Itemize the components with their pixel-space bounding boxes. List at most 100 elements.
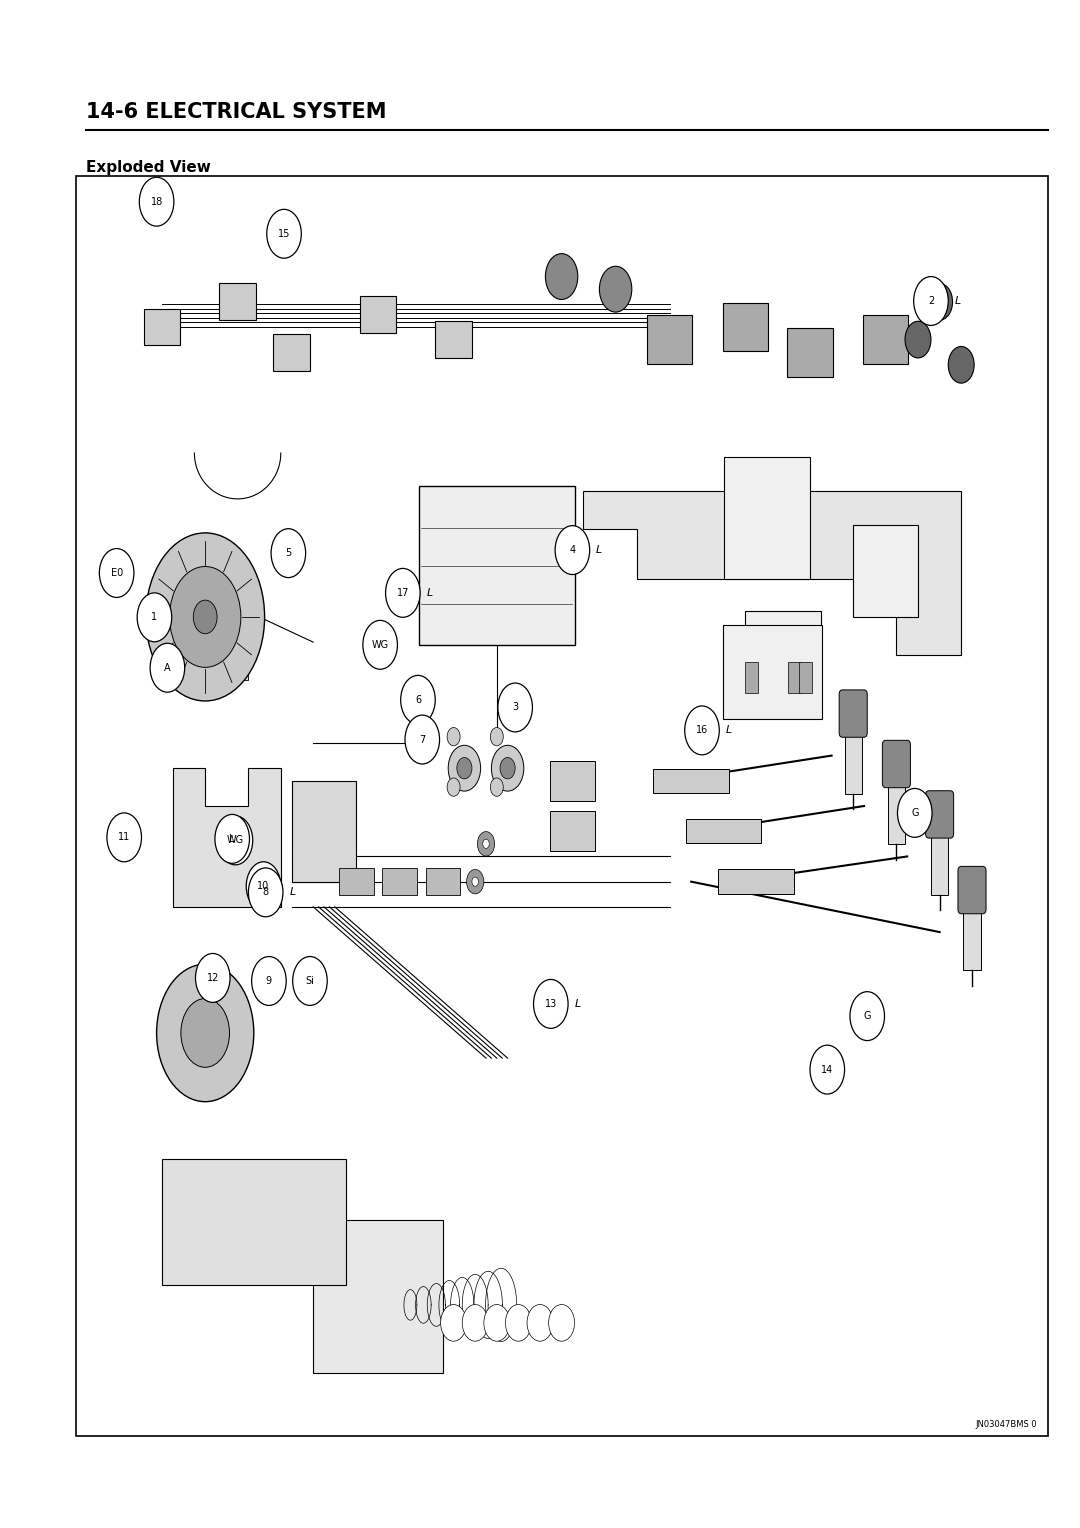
Circle shape — [472, 877, 478, 886]
Circle shape — [447, 727, 460, 746]
Circle shape — [477, 831, 495, 856]
Circle shape — [500, 758, 515, 779]
Circle shape — [150, 643, 185, 692]
FancyBboxPatch shape — [799, 662, 812, 692]
Circle shape — [293, 957, 327, 1005]
FancyBboxPatch shape — [723, 625, 822, 720]
Circle shape — [534, 979, 568, 1028]
FancyBboxPatch shape — [144, 309, 180, 345]
FancyBboxPatch shape — [723, 303, 768, 351]
FancyBboxPatch shape — [745, 611, 821, 718]
FancyBboxPatch shape — [219, 284, 256, 321]
Text: WG: WG — [227, 836, 244, 845]
FancyBboxPatch shape — [201, 604, 210, 680]
FancyBboxPatch shape — [382, 868, 417, 895]
Text: JN03047BMS 0: JN03047BMS 0 — [975, 1420, 1037, 1429]
Circle shape — [139, 177, 174, 226]
Circle shape — [467, 869, 484, 894]
Circle shape — [252, 957, 286, 1005]
Circle shape — [850, 992, 885, 1041]
FancyBboxPatch shape — [931, 834, 948, 895]
Text: 1: 1 — [151, 613, 158, 622]
Circle shape — [218, 816, 253, 865]
Text: WG: WG — [372, 640, 389, 649]
FancyBboxPatch shape — [162, 604, 171, 680]
FancyBboxPatch shape — [724, 457, 810, 579]
Text: G: G — [864, 1012, 870, 1021]
Circle shape — [170, 567, 241, 668]
FancyBboxPatch shape — [426, 868, 460, 895]
Polygon shape — [583, 490, 961, 656]
Circle shape — [685, 706, 719, 755]
Text: Exploded View: Exploded View — [86, 160, 212, 176]
Circle shape — [490, 778, 503, 796]
FancyBboxPatch shape — [653, 769, 729, 793]
Text: L: L — [596, 545, 603, 555]
Circle shape — [180, 999, 229, 1067]
FancyBboxPatch shape — [76, 176, 1048, 1436]
Polygon shape — [173, 769, 281, 908]
Text: L: L — [229, 834, 235, 843]
Circle shape — [195, 953, 230, 1002]
Text: 17: 17 — [396, 588, 409, 597]
FancyBboxPatch shape — [958, 866, 986, 914]
Circle shape — [386, 568, 420, 617]
Circle shape — [905, 321, 931, 358]
Text: 18: 18 — [150, 197, 163, 206]
FancyBboxPatch shape — [273, 335, 310, 371]
FancyBboxPatch shape — [745, 662, 758, 692]
Circle shape — [447, 778, 460, 796]
Text: 14: 14 — [821, 1065, 834, 1074]
Polygon shape — [162, 1160, 346, 1285]
Circle shape — [405, 715, 440, 764]
Circle shape — [401, 675, 435, 724]
FancyBboxPatch shape — [360, 296, 396, 333]
FancyBboxPatch shape — [888, 784, 905, 843]
Text: 14-6 ELECTRICAL SYSTEM: 14-6 ELECTRICAL SYSTEM — [86, 102, 387, 122]
Text: E0: E0 — [110, 568, 123, 578]
FancyBboxPatch shape — [853, 526, 918, 617]
Circle shape — [897, 788, 932, 837]
FancyBboxPatch shape — [240, 604, 248, 680]
Circle shape — [441, 1305, 467, 1342]
Text: 7: 7 — [419, 735, 426, 744]
Text: 13: 13 — [544, 999, 557, 1008]
Text: Si: Si — [306, 976, 314, 986]
Text: L: L — [289, 888, 296, 897]
Circle shape — [555, 526, 590, 575]
Circle shape — [267, 209, 301, 258]
Text: 2: 2 — [928, 296, 934, 306]
Circle shape — [448, 746, 481, 792]
Text: 4: 4 — [569, 545, 576, 555]
FancyBboxPatch shape — [845, 733, 862, 795]
Circle shape — [99, 549, 134, 597]
Circle shape — [146, 533, 265, 701]
Circle shape — [491, 746, 524, 792]
Circle shape — [914, 277, 948, 325]
Polygon shape — [292, 781, 356, 882]
FancyBboxPatch shape — [550, 811, 595, 851]
Text: L: L — [427, 588, 433, 597]
FancyBboxPatch shape — [647, 315, 692, 364]
Circle shape — [137, 593, 172, 642]
Circle shape — [599, 266, 632, 312]
FancyBboxPatch shape — [419, 486, 575, 645]
FancyBboxPatch shape — [686, 819, 761, 843]
Text: 9: 9 — [266, 976, 272, 986]
Circle shape — [271, 529, 306, 578]
FancyBboxPatch shape — [863, 315, 908, 364]
Circle shape — [246, 862, 281, 911]
Text: A: A — [164, 663, 171, 672]
Circle shape — [193, 601, 217, 634]
Circle shape — [810, 1045, 845, 1094]
FancyBboxPatch shape — [188, 604, 197, 680]
Text: L: L — [726, 726, 732, 735]
Circle shape — [462, 1305, 488, 1342]
FancyBboxPatch shape — [435, 321, 472, 358]
Circle shape — [215, 814, 249, 863]
Text: 11: 11 — [118, 833, 131, 842]
Text: 6: 6 — [415, 695, 421, 704]
FancyBboxPatch shape — [787, 329, 833, 377]
Text: G: G — [912, 808, 918, 817]
FancyBboxPatch shape — [718, 869, 794, 894]
